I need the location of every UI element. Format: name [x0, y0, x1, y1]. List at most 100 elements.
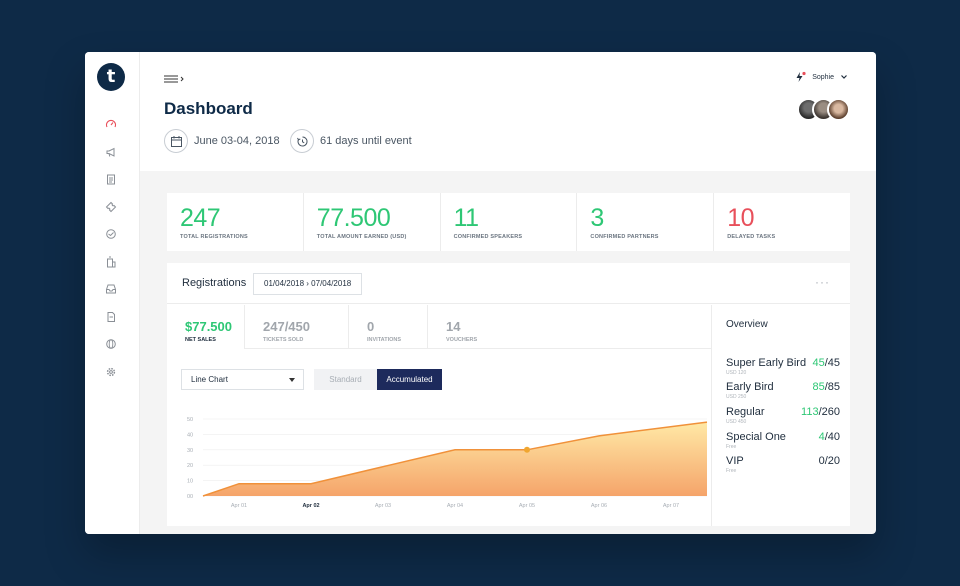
tab-label: VOUCHERS	[446, 337, 478, 343]
ticket-type-name: VIP	[726, 455, 744, 467]
countdown-text: 61 days until event	[320, 135, 412, 147]
chart-type-select[interactable]: Line Chart	[181, 369, 304, 390]
timer-icon	[290, 129, 314, 153]
arrow-right-icon: ›	[306, 279, 312, 288]
tab-tickets-sold[interactable]: 247/450 TICKETS SOLD	[245, 305, 349, 349]
ticket-type-name: Special One	[726, 431, 786, 443]
sold-count: 113	[801, 406, 819, 418]
date-to: 07/04/2018	[311, 279, 352, 288]
speedometer-icon[interactable]	[105, 118, 117, 130]
stat-label: CONFIRMED PARTNERS	[590, 234, 659, 240]
ticket-type-price: USD 450	[726, 419, 747, 425]
tab-invitations[interactable]: 0 INVITATIONS	[349, 305, 428, 349]
document-icon[interactable]	[105, 311, 117, 323]
stat-label: CONFIRMED SPEAKERS	[453, 234, 523, 240]
tab-label: INVITATIONS	[367, 337, 402, 343]
caret-down-icon	[289, 378, 295, 382]
panel-title: Registrations	[182, 277, 247, 289]
stat-total-amount: 77.500 TOTAL AMOUNT EARNED (USD)	[304, 193, 441, 251]
ticket-type-count: 45/45	[812, 357, 840, 369]
avatar[interactable]	[827, 98, 850, 121]
tab-value: 0	[367, 319, 375, 334]
chevron-down-icon	[841, 75, 847, 79]
sold-count: 45	[812, 357, 825, 369]
stat-label: DELAYED TASKS	[727, 234, 776, 240]
series-area	[203, 422, 707, 496]
ticket-type-price: USD 120	[726, 370, 747, 376]
x-tick-label: Apr 02	[302, 503, 319, 509]
event-date: June 03-04, 2018	[164, 129, 280, 153]
tab-value: 14	[446, 319, 461, 334]
ticket-type-count: 85/85	[812, 381, 840, 393]
stat-value: 247	[180, 204, 221, 232]
ticket-type-row: Regular USD 450 113/260	[726, 406, 840, 428]
y-tick-label: 00	[187, 494, 193, 500]
stat-confirmed-speakers: 11 CONFIRMED SPEAKERS	[441, 193, 578, 251]
y-tick-label: 10	[187, 479, 193, 485]
y-tick-label: 40	[187, 432, 193, 438]
sold-count: 4	[818, 431, 825, 443]
ticket-type-row: Super Early Bird USD 120 45/45	[726, 357, 840, 379]
user-menu[interactable]: Sophie	[794, 71, 848, 83]
ticket-type-count: 0/20	[819, 455, 840, 467]
registrations-chart: 00 10 20 30 40 50 Apr 01 Apr 02 Apr 03 Apr 04 Apr…	[187, 417, 708, 509]
registrations-main: $77.500 NET SALES 247/450 TICKETS SOLD 0…	[167, 305, 711, 526]
tab-net-sales[interactable]: $77.500 NET SALES	[167, 305, 245, 349]
ticket-type-price: Free	[726, 468, 737, 474]
team-avatars[interactable]	[797, 98, 850, 121]
date-range-picker[interactable]: 01/04/2018 › 07/04/2018	[253, 273, 363, 295]
tab-value: 247/450	[263, 319, 310, 334]
header: Dashboard June 03-04, 2018 61 days until…	[140, 52, 876, 171]
page-title: Dashboard	[164, 99, 253, 118]
sidebar: t	[85, 52, 140, 534]
notification-bolt-icon[interactable]	[794, 71, 806, 83]
tab-vouchers[interactable]: 14 VOUCHERS	[428, 305, 711, 349]
ticket-icon[interactable]	[105, 201, 117, 213]
metric-tabs: $77.500 NET SALES 247/450 TICKETS SOLD 0…	[167, 305, 711, 349]
ticket-type-price: Free	[726, 444, 737, 450]
ticket-type-row: Early Bird USD 250 85/85	[726, 381, 840, 403]
panel-header: Registrations 01/04/2018 › 07/04/2018 ··…	[167, 263, 850, 304]
ticket-type-row: Special One Free 4/40	[726, 431, 840, 453]
overview-title: Overview	[726, 319, 768, 330]
more-options-icon[interactable]: ···	[815, 275, 830, 289]
x-tick-label: Apr 03	[375, 503, 391, 509]
building-icon[interactable]	[105, 256, 117, 268]
data-point-marker	[524, 446, 530, 453]
ticket-type-name: Early Bird	[726, 381, 774, 393]
logo[interactable]: t	[97, 63, 125, 91]
stat-confirmed-partners: 3 CONFIRMED PARTNERS	[577, 193, 715, 251]
stat-value: 3	[590, 204, 604, 232]
gear-icon[interactable]	[105, 366, 117, 378]
stat-value: 10	[727, 204, 754, 232]
overview-panel: Overview Super Early Bird USD 120 45/45 …	[711, 305, 850, 526]
chart-type-value: Line Chart	[191, 375, 228, 384]
stat-label: TOTAL AMOUNT EARNED (USD)	[316, 234, 407, 240]
inbox-icon[interactable]	[105, 283, 117, 295]
standard-button[interactable]: Standard	[314, 369, 377, 390]
y-tick-label: 30	[187, 448, 193, 454]
x-tick-label: Apr 06	[591, 503, 607, 509]
event-countdown: 61 days until event	[290, 129, 412, 153]
menu-toggle-button[interactable]	[164, 71, 186, 83]
ticket-type-count: 113/260	[801, 406, 840, 418]
tab-label: TICKETS SOLD	[263, 337, 304, 343]
accumulated-button[interactable]: Accumulated	[377, 369, 442, 390]
ticket-type-name: Super Early Bird	[726, 357, 807, 369]
stat-value: 77.500	[316, 204, 391, 232]
calendar-icon	[164, 129, 188, 153]
registrations-panel: Registrations 01/04/2018 › 07/04/2018 ··…	[167, 263, 850, 526]
date-from: 01/04/2018	[264, 279, 305, 288]
total-count: /45	[824, 357, 840, 369]
ticket-type-name: Regular	[726, 406, 765, 418]
megaphone-icon[interactable]	[105, 146, 117, 158]
x-tick-label: Apr 01	[231, 503, 247, 509]
handshake-icon[interactable]	[105, 228, 117, 240]
stat-label: TOTAL REGISTRATIONS	[180, 234, 248, 240]
globe-icon[interactable]	[105, 338, 117, 350]
app-window: t	[85, 52, 876, 534]
y-tick-label: 50	[187, 417, 193, 423]
clipboard-icon[interactable]	[105, 173, 117, 185]
total-count: 0/20	[818, 455, 840, 467]
event-date-text: June 03-04, 2018	[194, 135, 280, 147]
